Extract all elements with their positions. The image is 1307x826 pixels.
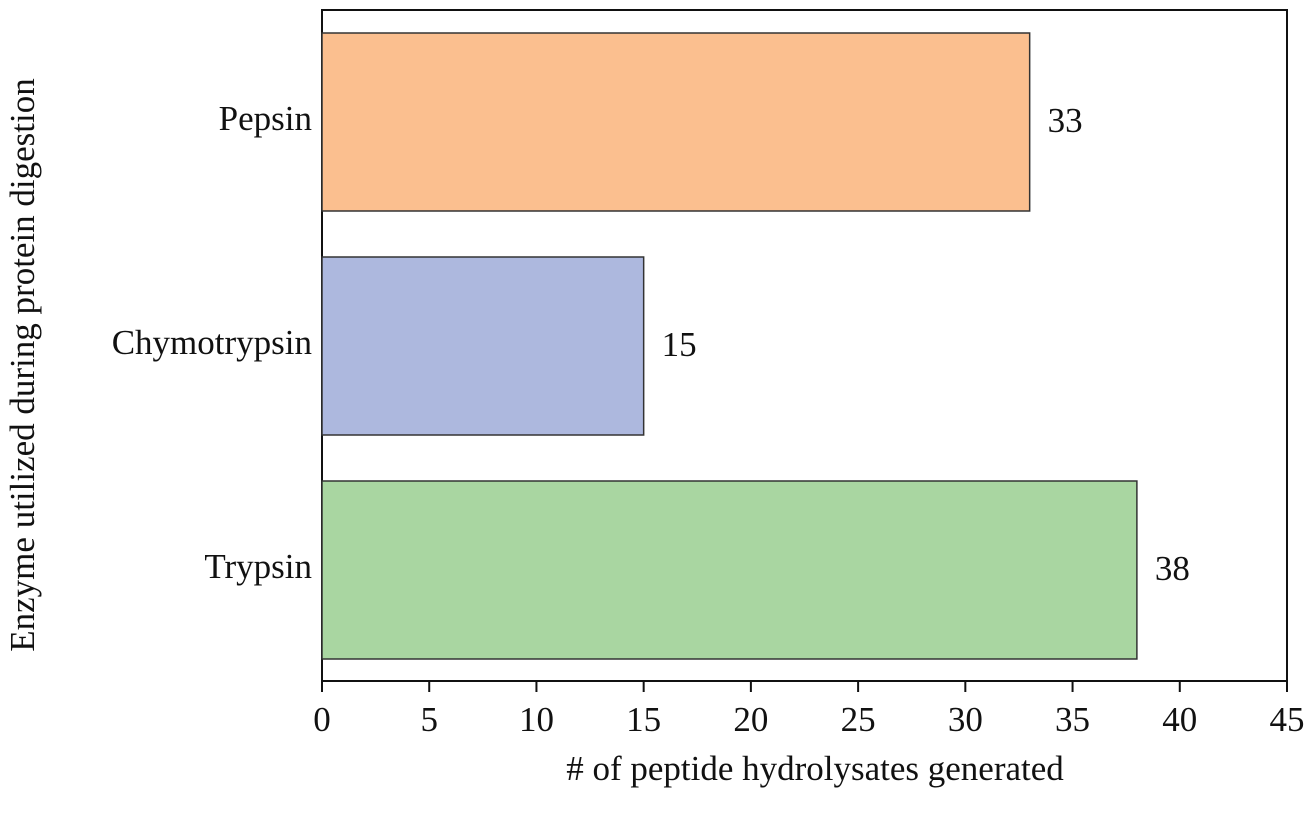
bar (321, 32, 1031, 212)
x-tick-label: 30 (948, 700, 983, 739)
value-label: 33 (1048, 101, 1083, 140)
x-tick-label: 5 (420, 700, 438, 739)
y-tick-label: Pepsin (219, 99, 312, 138)
x-tick-label: 40 (1162, 700, 1197, 739)
x-tick-label: 45 (1270, 700, 1305, 739)
x-tick-label: 15 (626, 700, 661, 739)
value-label: 38 (1155, 549, 1190, 588)
x-tick-label: 20 (733, 700, 768, 739)
y-tick-label: Chymotrypsin (112, 323, 312, 362)
bar (321, 480, 1138, 660)
bar (321, 256, 645, 436)
x-tick-label: 25 (841, 700, 876, 739)
x-tick-label: 0 (313, 700, 331, 739)
x-tick-label: 10 (519, 700, 554, 739)
y-axis-label: Enzyme utilized during protein digestion (3, 78, 42, 651)
y-tick-label: Trypsin (204, 547, 312, 586)
value-label: 15 (662, 325, 697, 364)
x-axis-label: # of peptide hydrolysates generated (566, 749, 1064, 788)
x-tick-label: 35 (1055, 700, 1090, 739)
